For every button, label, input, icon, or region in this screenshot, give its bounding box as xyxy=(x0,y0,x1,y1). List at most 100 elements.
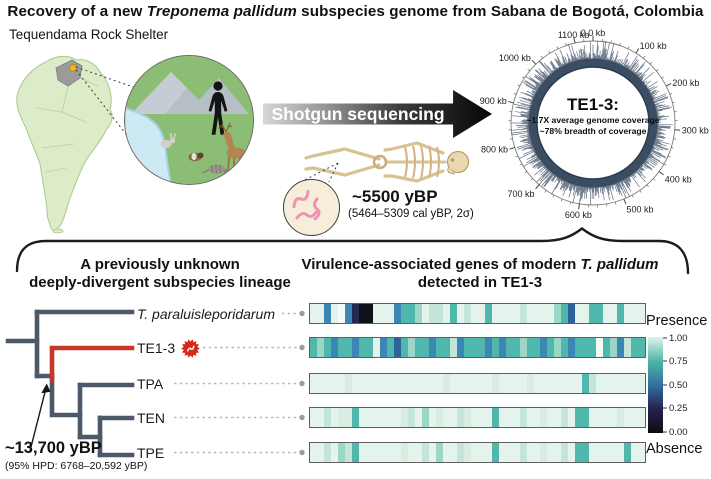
heatmap-cell xyxy=(379,304,387,323)
genome-axis-tick-label: 1000 kb xyxy=(499,53,531,63)
heatmap-cell xyxy=(610,304,618,323)
heatmap-cell xyxy=(344,443,352,462)
colorbar-tick xyxy=(663,337,667,339)
heatmap-cell xyxy=(449,304,457,323)
colorbar-tick-label-075: 0.75 xyxy=(669,356,688,367)
heatmap-cell xyxy=(407,338,415,357)
heatmap-cell xyxy=(386,408,394,427)
heatmap-row-ten xyxy=(309,407,646,428)
heatmap-cell xyxy=(505,304,513,323)
heatmap-cell xyxy=(561,374,569,393)
heatmap-cell xyxy=(533,374,541,393)
heatmap-cell xyxy=(337,408,345,427)
radiocarbon-age-detail: (5464–5309 cal yBP, 2σ) xyxy=(348,208,474,220)
heatmap-cell xyxy=(400,304,408,323)
heatmap-cell xyxy=(310,408,317,427)
heatmap-cell xyxy=(435,374,443,393)
heatmap-cell xyxy=(379,374,387,393)
heatmap-cell xyxy=(540,443,548,462)
heatmap-cell xyxy=(337,304,345,323)
heatmap-cell xyxy=(386,338,394,357)
heatmap-cell xyxy=(393,374,401,393)
heatmap-cell xyxy=(554,408,562,427)
tip-label-paraluisleporidarum: T. paraluisleporidarum xyxy=(137,305,275,323)
heatmap-cell xyxy=(477,304,485,323)
heatmap-cell xyxy=(505,374,513,393)
heatmap-cell xyxy=(505,338,513,357)
heatmap-cell xyxy=(491,304,499,323)
heatmap-cell xyxy=(624,304,632,323)
heatmap-cell xyxy=(603,338,611,357)
heatmap-cell xyxy=(638,338,645,357)
heatmap-row-tpa xyxy=(309,373,646,394)
heatmap-cell xyxy=(414,338,422,357)
genome-coverage-line1: ~1.7X average genome coverage xyxy=(526,115,659,125)
heatmap-cell xyxy=(638,374,645,393)
genome-axis-tick-label: 400 kb xyxy=(665,175,692,185)
heatmap-cell xyxy=(554,374,562,393)
heatmap-cell xyxy=(316,374,324,393)
colorbar xyxy=(648,337,663,433)
heatmap-cell xyxy=(582,338,590,357)
heatmap-cell xyxy=(310,374,317,393)
heatmap-cell xyxy=(330,408,338,427)
heatmap-cell xyxy=(561,338,569,357)
heatmap-cell xyxy=(414,408,422,427)
heatmap-cell xyxy=(582,443,590,462)
heatmap-cell xyxy=(400,338,408,357)
heatmap-cell xyxy=(470,338,478,357)
heatmap-cell xyxy=(372,374,380,393)
heatmap-cell xyxy=(421,443,429,462)
heatmap-cell xyxy=(442,338,450,357)
heatmap-cell xyxy=(414,443,422,462)
heatmap-cell xyxy=(344,338,352,357)
heatmap-cell xyxy=(505,443,513,462)
heatmap-cell xyxy=(561,443,569,462)
heatmap-cell xyxy=(589,443,597,462)
brace-path xyxy=(15,226,690,275)
heatmap-cell xyxy=(310,443,317,462)
heatmap-cell xyxy=(351,443,359,462)
heatmap-cell xyxy=(631,374,639,393)
heatmap-cell xyxy=(407,408,415,427)
heatmap-cell xyxy=(575,338,583,357)
heatmap-cell xyxy=(393,338,401,357)
heatmap-cell xyxy=(407,304,415,323)
heatmap-cell xyxy=(519,408,527,427)
heatmap-cell xyxy=(561,304,569,323)
heatmap-cell xyxy=(603,304,611,323)
heatmap-cell xyxy=(631,338,639,357)
shotgun-sequencing-label: Shotgun sequencing xyxy=(271,103,445,124)
tip-connector-lines xyxy=(174,312,298,454)
heatmap-cell xyxy=(463,304,471,323)
heatmap-cell xyxy=(554,338,562,357)
heatmap-cell xyxy=(624,443,632,462)
heatmap-cell xyxy=(407,443,415,462)
genome-axis-tick-label: 700 kb xyxy=(508,189,535,199)
heatmap-cell xyxy=(484,408,492,427)
skeleton-skull xyxy=(446,150,470,175)
heatmap-cell xyxy=(512,338,520,357)
heatmap-cell xyxy=(526,338,534,357)
heatmap-cell xyxy=(610,408,618,427)
heatmap-cell xyxy=(435,304,443,323)
heatmap-cell xyxy=(456,304,464,323)
heatmap-cell xyxy=(519,374,527,393)
tip-label-tpa: TPA xyxy=(137,375,163,393)
heatmap-cell xyxy=(414,304,422,323)
heatmap-cell xyxy=(589,408,597,427)
heatmap-cell xyxy=(596,408,604,427)
legend-presence-label: Presence xyxy=(646,313,708,329)
heatmap-cell xyxy=(449,338,457,357)
colorbar-tick xyxy=(663,431,667,433)
heatmap-heading-line1: Virulence-associated genes of modern T. … xyxy=(300,256,660,274)
heatmap-cell xyxy=(310,338,317,357)
genome-axis-tick-label: 800 kb xyxy=(481,145,508,155)
heatmap-cell xyxy=(365,408,373,427)
genome-axis-tick-label: 900 kb xyxy=(480,96,507,106)
heatmap-cell xyxy=(428,408,436,427)
genome-plot-axes-and-ring: 0.0 kb 100 kb 200 kb 300 kb 400 kb 500 kb 600 … xyxy=(480,28,709,220)
heatmap-cell xyxy=(449,408,457,427)
heatmap-cell xyxy=(554,304,562,323)
colorbar-tick xyxy=(663,407,667,409)
